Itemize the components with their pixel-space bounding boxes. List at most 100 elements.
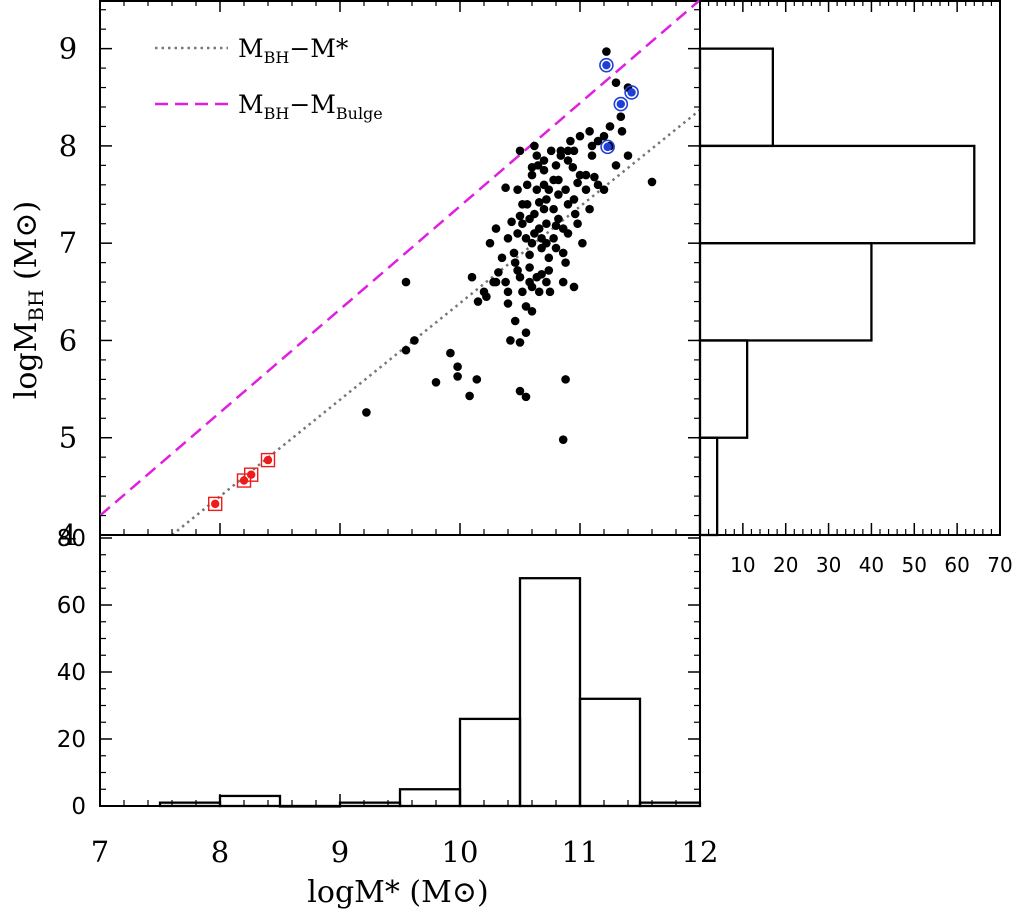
- galaxy-point: [587, 151, 597, 160]
- right-hist-bar: [698, 339, 749, 439]
- galaxy-point: [510, 258, 520, 267]
- galaxy-point: [568, 163, 578, 172]
- red-box-marker: [243, 467, 259, 482]
- main-ytick-label: 8: [59, 129, 77, 163]
- galaxy-point: [554, 214, 563, 224]
- galaxy-point: [506, 336, 515, 345]
- right-hist-bar: [698, 144, 976, 245]
- bottom-hist-bar: [458, 717, 522, 808]
- bottom-hist-bar: [218, 794, 282, 808]
- main-ytick-label: 5: [59, 421, 77, 455]
- galaxy-point: [513, 266, 522, 275]
- galaxy-point: [515, 146, 525, 156]
- galaxy-point: [611, 161, 621, 170]
- galaxy-point: [510, 316, 520, 326]
- blue-ring-marker: [599, 57, 614, 73]
- galaxy-point: [532, 272, 542, 282]
- x-tick-label: 7: [91, 835, 109, 869]
- galaxy-point: [453, 372, 462, 381]
- blue-point: [616, 99, 625, 109]
- galaxy-point: [549, 204, 558, 214]
- galaxy-point: [569, 282, 579, 292]
- galaxy-point: [521, 392, 531, 402]
- galaxy-point: [527, 238, 537, 248]
- galaxy-point: [616, 112, 626, 122]
- x-tick-label: 9: [331, 835, 349, 869]
- galaxy-point: [467, 272, 477, 282]
- mbh-mbulge-relation-line: [100, 0, 700, 517]
- right-hist-bar: [698, 436, 719, 537]
- galaxy-point: [563, 146, 573, 156]
- galaxy-point: [647, 177, 657, 187]
- galaxy-point: [581, 185, 591, 194]
- x-tick-label: 8: [211, 835, 229, 869]
- galaxy-point: [593, 136, 603, 146]
- galaxy-point: [532, 151, 542, 160]
- galaxy-point: [542, 219, 551, 229]
- galaxy-point: [515, 211, 525, 221]
- galaxy-point: [522, 199, 532, 209]
- bottom-hist-bar: [578, 697, 642, 808]
- galaxy-point: [515, 272, 525, 282]
- bottom-ytick-label: 60: [57, 593, 86, 619]
- galaxy-point: [503, 299, 513, 308]
- galaxy-point: [472, 375, 482, 384]
- red-point: [211, 499, 220, 509]
- galaxy-point: [362, 408, 371, 417]
- galaxy-point: [473, 297, 483, 306]
- galaxy-point: [530, 141, 539, 151]
- main-panel-frame: [99, 0, 701, 536]
- galaxy-point: [544, 185, 554, 194]
- right-xtick-label: 20: [773, 553, 798, 577]
- galaxy-point: [575, 170, 585, 180]
- galaxy-point: [602, 47, 611, 56]
- y-axis-label: logMBH (M⊙): [9, 201, 48, 400]
- galaxy-point: [515, 386, 525, 396]
- blue-ring-marker: [624, 85, 639, 100]
- x-tick-label: 10: [442, 835, 479, 869]
- galaxy-point: [549, 234, 558, 243]
- legend-label-1: MBH−M*: [238, 34, 349, 67]
- main-ytick-label: 4: [59, 518, 77, 552]
- galaxy-point: [554, 190, 563, 199]
- red-box-marker: [207, 496, 223, 512]
- galaxy-point: [551, 243, 561, 253]
- galaxy-point: [546, 146, 556, 156]
- bottom-hist-bar: [398, 788, 462, 808]
- galaxy-point: [599, 185, 609, 194]
- galaxy-point: [532, 185, 542, 194]
- galaxy-point: [617, 127, 627, 136]
- galaxy-point: [551, 221, 561, 230]
- legend-label-2: MBH−MBulge: [238, 90, 383, 123]
- galaxy-point: [501, 277, 510, 287]
- galaxy-point: [575, 131, 585, 141]
- red-point: [263, 455, 273, 465]
- galaxy-point: [585, 127, 594, 136]
- galaxy-point: [513, 229, 522, 238]
- x-tick-label: 12: [682, 835, 719, 869]
- galaxy-point: [527, 170, 537, 180]
- galaxy-point: [525, 263, 534, 272]
- blue-ring-marker: [600, 139, 615, 155]
- galaxy-point: [587, 141, 597, 151]
- x-axis-label: logM* (M⊙): [307, 875, 488, 910]
- galaxy-point: [525, 250, 534, 260]
- galaxy-point: [563, 199, 573, 209]
- galaxy-point: [494, 268, 503, 277]
- main-ytick-label: 7: [59, 226, 77, 260]
- galaxy-point: [534, 198, 544, 207]
- galaxy-point: [539, 165, 549, 175]
- galaxy-point: [489, 277, 498, 287]
- galaxy-point: [515, 338, 525, 347]
- galaxy-point: [465, 391, 474, 401]
- galaxy-point: [479, 287, 489, 297]
- galaxy-point: [573, 219, 582, 229]
- galaxy-point: [569, 146, 579, 156]
- bottom-panel-frame: [99, 534, 701, 807]
- galaxy-point: [507, 217, 516, 227]
- galaxy-point: [561, 258, 570, 267]
- bottom-hist-bar: [518, 577, 582, 808]
- galaxy-point: [569, 195, 579, 204]
- right-hist-bar: [698, 47, 775, 148]
